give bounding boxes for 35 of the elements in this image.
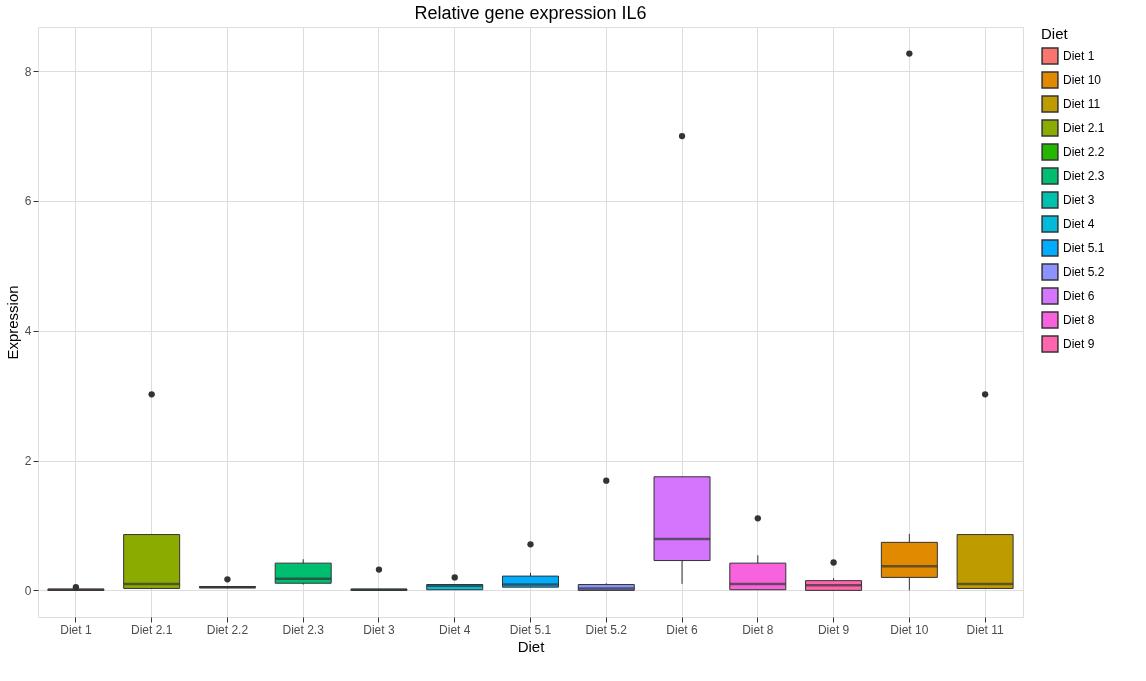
legend-label: Diet 4 bbox=[1063, 217, 1095, 231]
x-tick-label: Diet 5.2 bbox=[585, 622, 628, 637]
x-tick-label: Diet 2.1 bbox=[130, 622, 173, 637]
legend-label: Diet 2.1 bbox=[1063, 121, 1105, 135]
y-axis-title: Expression bbox=[3, 285, 21, 360]
legend-label: Diet 9 bbox=[1063, 337, 1095, 351]
legend-label: Diet 5.1 bbox=[1063, 241, 1105, 255]
legend-label: Diet 2.2 bbox=[1063, 145, 1105, 159]
x-tick-label: Diet 10 bbox=[890, 622, 929, 637]
x-tick-label: Diet 4 bbox=[439, 622, 471, 637]
y-tick-label: 6 bbox=[24, 194, 32, 209]
x-axis-title: Diet bbox=[517, 637, 546, 655]
legend-label: Diet 5.2 bbox=[1063, 265, 1105, 279]
x-tick-label: Diet 6 bbox=[666, 622, 699, 637]
legend-label: Diet 11 bbox=[1063, 97, 1101, 111]
legend-label: Diet 6 bbox=[1063, 289, 1095, 303]
legend-label: Diet 10 bbox=[1063, 73, 1102, 87]
legend-title: Diet bbox=[1041, 25, 1069, 42]
x-tick-label: Diet 11 bbox=[966, 622, 1004, 637]
x-tick-label: Diet 2.3 bbox=[282, 622, 325, 637]
x-tick-label: Diet 9 bbox=[817, 622, 850, 637]
y-tick-label: 8 bbox=[24, 64, 32, 79]
x-tick-label: Diet 5.1 bbox=[509, 622, 552, 637]
y-tick-label: 2 bbox=[24, 454, 32, 469]
x-tick-label: Diet 1 bbox=[60, 622, 92, 637]
x-tick-label: Diet 3 bbox=[363, 622, 395, 637]
y-tick-label: 4 bbox=[24, 324, 32, 339]
legend-label: Diet 2.3 bbox=[1063, 169, 1105, 183]
x-tick-label: Diet 8 bbox=[742, 622, 774, 637]
legend-label: Diet 8 bbox=[1063, 313, 1095, 327]
legend-label: Diet 1 bbox=[1063, 49, 1095, 63]
legend-label: Diet 3 bbox=[1063, 193, 1095, 207]
chart-title: Relative gene expression IL6 bbox=[414, 3, 647, 23]
x-tick-label: Diet 2.2 bbox=[206, 622, 249, 637]
y-tick-label: 0 bbox=[24, 583, 32, 598]
